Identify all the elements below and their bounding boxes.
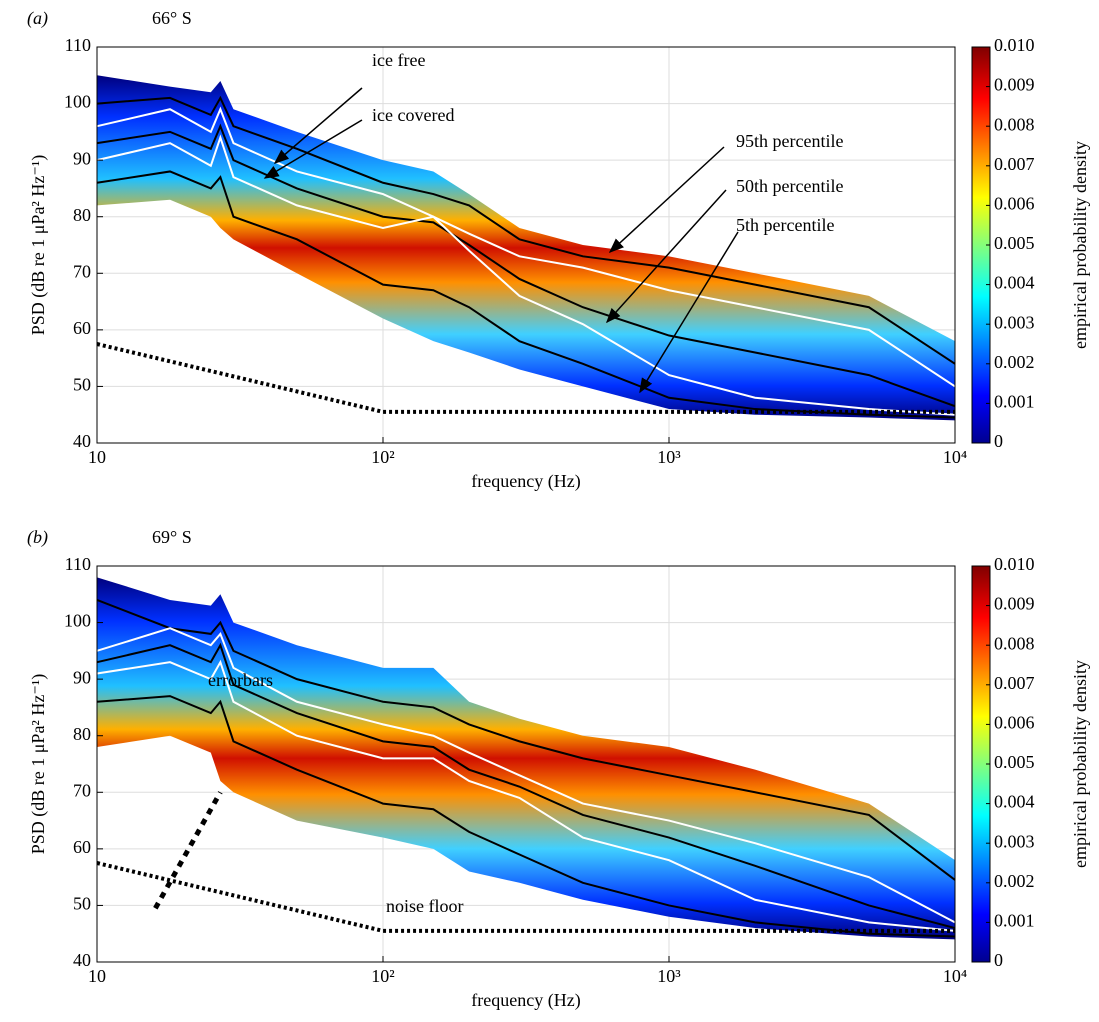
colorbar-tick-label: 0.009: [994, 594, 1035, 614]
annotation: noise floor: [386, 896, 463, 916]
colorbar-tick-label: 0.008: [994, 114, 1035, 134]
percentile-line: [96, 123, 956, 408]
colorbar-label: empirical probability density: [1070, 141, 1090, 349]
y-axis-label: PSD (dB re 1 μPa² Hz⁻¹): [28, 674, 49, 854]
noise-line: [153, 791, 223, 910]
colorbar-tick-label: 0.002: [994, 352, 1035, 372]
y-tick-label: 100: [64, 92, 91, 112]
x-tick-label: 10: [88, 966, 106, 986]
y-tick-label: 70: [73, 261, 91, 281]
y-tick-label: 60: [73, 837, 91, 857]
colorbar-tick-label: 0.006: [994, 194, 1035, 214]
y-tick-label: 90: [73, 667, 91, 687]
y-tick-label: 90: [73, 148, 91, 168]
annotation-arrow: [608, 146, 725, 254]
annotation: errorbars: [208, 670, 273, 690]
y-tick-label: 40: [73, 950, 91, 970]
x-tick-label: 10³: [657, 447, 681, 467]
colorbar-tick-label: 0.007: [994, 673, 1035, 693]
x-tick-label: 10³: [657, 966, 681, 986]
y-tick-label: 70: [73, 780, 91, 800]
percentile-line: [96, 695, 956, 938]
panel-subtitle: 69° S: [152, 527, 192, 547]
annotation: 5th percentile: [736, 215, 834, 235]
x-tick-label: 10⁴: [943, 447, 967, 467]
colorbar-tick-label: 0.006: [994, 713, 1035, 733]
annotation-arrow: [639, 231, 739, 394]
panel-label: (b): [27, 527, 48, 548]
density-band: [97, 577, 955, 940]
y-tick-label: 110: [65, 554, 91, 574]
colorbar-tick-label: 0: [994, 431, 1003, 451]
colorbar-tick-label: 0: [994, 950, 1003, 970]
colorbar-tick-label: 0.001: [994, 911, 1035, 931]
panel-subtitle: 66° S: [152, 8, 192, 28]
annotation: 50th percentile: [736, 176, 843, 196]
y-tick-label: 60: [73, 318, 91, 338]
colorbar-tick-label: 0.010: [994, 35, 1035, 55]
colorbar-tick-label: 0.008: [994, 633, 1035, 653]
annotation-arrow: [273, 87, 363, 164]
y-tick-label: 80: [73, 724, 91, 744]
colorbar-tick-label: 0.009: [994, 75, 1035, 95]
percentile-line: [96, 642, 956, 930]
noise-line: [96, 861, 955, 933]
percentile-line: [96, 134, 956, 416]
x-tick-label: 10⁴: [943, 966, 967, 986]
colorbar-tick-label: 0.002: [994, 871, 1035, 891]
x-tick-label: 10²: [371, 447, 394, 467]
colorbar-tick-label: 0.003: [994, 831, 1035, 851]
annotation: 95th percentile: [736, 131, 843, 151]
colorbar-tick-label: 0.010: [994, 554, 1035, 574]
x-axis-label: frequency (Hz): [471, 990, 580, 1011]
colorbar-tick-label: 0.007: [994, 154, 1035, 174]
density-band: [97, 75, 955, 421]
y-tick-label: 80: [73, 205, 91, 225]
percentile-line: [96, 599, 956, 881]
annotation: ice free: [372, 50, 425, 70]
colorbar-tick-label: 0.003: [994, 312, 1035, 332]
y-tick-label: 50: [73, 894, 91, 914]
y-tick-label: 110: [65, 35, 91, 55]
percentile-line: [96, 95, 956, 365]
x-axis-label: frequency (Hz): [471, 471, 580, 492]
annotation: ice covered: [372, 105, 454, 125]
x-tick-label: 10²: [371, 966, 394, 986]
y-tick-label: 100: [64, 611, 91, 631]
colorbar-tick-label: 0.004: [994, 792, 1035, 812]
x-tick-label: 10: [88, 447, 106, 467]
colorbar-label: empirical probability density: [1070, 660, 1090, 868]
y-tick-label: 40: [73, 431, 91, 451]
plot-frame: [96, 46, 956, 444]
annotation-arrow: [605, 189, 727, 324]
percentile-line: [96, 170, 956, 419]
y-axis-label: PSD (dB re 1 μPa² Hz⁻¹): [28, 155, 49, 335]
colorbar-tick-label: 0.005: [994, 233, 1035, 253]
colorbar-tick-label: 0.001: [994, 392, 1035, 412]
y-tick-label: 50: [73, 375, 91, 395]
plot-frame: [96, 565, 956, 963]
annotation-arrow: [263, 119, 363, 179]
panel-label: (a): [27, 8, 48, 29]
colorbar-tick-label: 0.004: [994, 273, 1035, 293]
colorbar-tick-label: 0.005: [994, 752, 1035, 772]
noise-line: [96, 342, 955, 414]
percentile-line: [96, 627, 956, 924]
percentile-line: [96, 659, 956, 932]
